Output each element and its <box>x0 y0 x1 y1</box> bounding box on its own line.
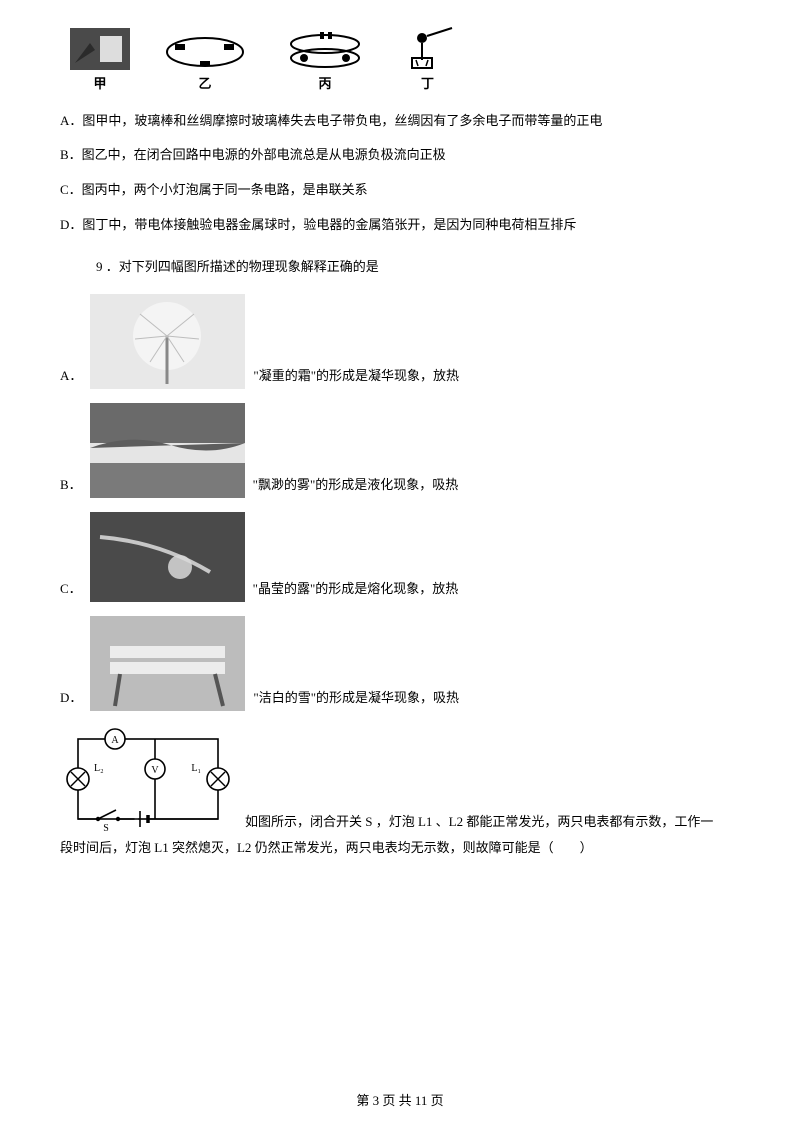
q10-text-line2: 段时间后，灯泡 L1 突然熄灭，L2 仍然正常发光，两只电表均无示数，则故障可能… <box>60 835 740 861</box>
figure-yi-label: 乙 <box>198 72 211 97</box>
q9-option-d-row: D． "洁白的雪"的形成是凝华现象，吸热 <box>60 616 740 711</box>
q8-option-d: D．图丁中，带电体接触验电器金属球时，验电器的金属箔张开，是因为同种电荷相互排斥 <box>60 213 740 238</box>
figure-yi-image <box>160 30 250 70</box>
q9-d-prefix: D． <box>60 686 82 711</box>
figure-jia-label: 甲 <box>93 72 106 97</box>
figure-bing-label: 丙 <box>318 72 331 97</box>
voltmeter-label: V <box>151 765 159 776</box>
figure-bing-image <box>280 30 370 70</box>
q8-option-b: B．图乙中，在闭合回路中电源的外部电流总是从电源负极流向正极 <box>60 143 740 168</box>
q9-c-image <box>90 512 245 602</box>
q9-a-image <box>90 294 245 389</box>
figure-ding-image <box>400 20 455 70</box>
q9-stem: 9 ．对下列四幅图所描述的物理现象解释正确的是 <box>96 255 740 280</box>
figure-jia-image <box>70 28 130 70</box>
ammeter-label: A <box>111 735 119 746</box>
q9-c-text: "晶莹的露"的形成是熔化现象，放热 <box>253 577 459 602</box>
q10-row: A V L₂ L₁ S <box>60 725 740 835</box>
q9-c-prefix: C． <box>60 577 82 602</box>
q10-text-line1: 如图所示，闭合开关 S ，灯泡 L1 、L2 都能正常发光，两只电表都有示数，工… <box>245 809 740 835</box>
q9-b-image <box>90 403 245 498</box>
q9-d-text: "洁白的雪"的形成是凝华现象，吸热 <box>253 686 459 711</box>
q9-option-b-row: B． "飘渺的雾"的形成是液化现象，吸热 <box>60 403 740 498</box>
q8-option-a: A．图甲中，玻璃棒和丝绸摩擦时玻璃棒失去电子带负电，丝绸因有了多余电子而带等量的… <box>60 109 740 134</box>
q10-circuit-diagram: A V L₂ L₁ S <box>60 725 235 835</box>
switch-label: S <box>103 823 109 834</box>
figure-ding-label: 丁 <box>421 72 434 97</box>
page-footer: 第 3 页 共 11 页 <box>0 1089 800 1114</box>
q9-b-text: "飘渺的雾"的形成是液化现象，吸热 <box>253 473 459 498</box>
q9-a-prefix: A． <box>60 364 82 389</box>
figure-bing: 丙 <box>280 30 370 97</box>
figure-jia: 甲 <box>70 28 130 97</box>
figure-ding: 丁 <box>400 20 455 97</box>
figure-yi: 乙 <box>160 30 250 97</box>
q8-option-c: C．图丙中，两个小灯泡属于同一条电路，是串联关系 <box>60 178 740 203</box>
q8-figure-row: 甲 乙 丙 丁 <box>70 20 740 97</box>
q9-option-a-row: A． "凝重的霜"的形成是凝华现象，放热 <box>60 294 740 389</box>
q9-b-prefix: B． <box>60 473 82 498</box>
l1-label: L₁ <box>191 763 201 774</box>
q9-option-c-row: C． "晶莹的露"的形成是熔化现象，放热 <box>60 512 740 602</box>
q9-d-image <box>90 616 245 711</box>
l2-label: L₂ <box>94 763 104 774</box>
q9-a-text: "凝重的霜"的形成是凝华现象，放热 <box>253 364 459 389</box>
